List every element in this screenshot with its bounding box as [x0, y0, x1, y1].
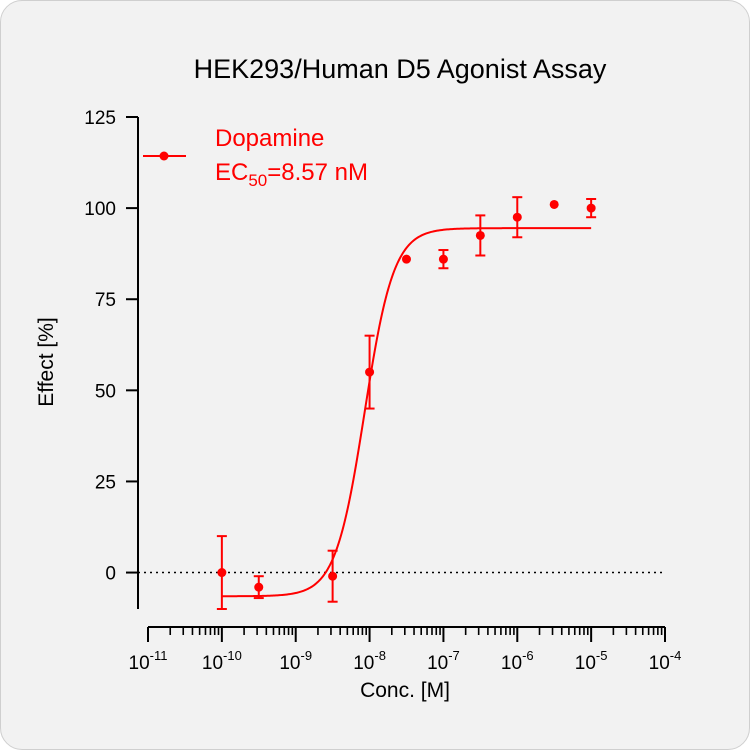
y-tick-label: 0 — [105, 564, 116, 585]
x-ticks: 10-11 10-10 10-9 10-8 10-7 10-6 10-5 10-4 — [129, 627, 682, 674]
x-tick-label: 10-6 — [501, 648, 534, 674]
point-marker — [365, 367, 375, 377]
point-marker — [586, 203, 596, 213]
x-tick-label: 10-9 — [279, 648, 312, 674]
x-axis-label: Conc. [M] — [360, 679, 450, 702]
data-point — [475, 214, 486, 257]
data-point — [401, 254, 411, 264]
legend-marker — [159, 151, 169, 161]
point-marker — [549, 199, 559, 209]
y-tick-label: 125 — [84, 108, 116, 129]
data-point — [253, 575, 264, 600]
y-tick-label: 50 — [95, 381, 116, 402]
point-marker — [401, 254, 411, 264]
fit-curve — [221, 227, 592, 598]
data-point — [586, 198, 597, 219]
data-point — [216, 535, 227, 610]
point-marker — [512, 212, 522, 222]
legend: Dopamine EC50=8.57 nM — [143, 125, 368, 190]
legend-series-name: Dopamine — [215, 125, 324, 152]
x-tick-label: 10-8 — [353, 648, 386, 674]
y-tick-label: 75 — [95, 290, 116, 311]
point-marker — [328, 571, 338, 581]
y-tick-label: 25 — [95, 472, 116, 493]
legend-ec-prefix: EC — [215, 159, 248, 186]
data-point — [549, 199, 559, 209]
data-point — [364, 334, 375, 410]
x-tick-label: 10-11 — [129, 648, 168, 674]
x-tick-label: 10-5 — [575, 648, 608, 674]
legend-ec50: EC50=8.57 nM — [215, 159, 368, 190]
data-point — [512, 196, 523, 239]
x-tick-label: 10-10 — [202, 648, 242, 674]
legend-ec-subscript: 50 — [248, 171, 267, 190]
data-point — [327, 549, 338, 603]
data-points — [216, 196, 597, 610]
y-ticks: 0 25 50 75 100 125 — [84, 108, 138, 585]
y-axis-label: Effect [%] — [35, 317, 58, 407]
y-tick-label: 100 — [84, 199, 116, 220]
point-marker — [217, 568, 227, 578]
point-marker — [254, 582, 264, 592]
data-point — [438, 249, 449, 270]
x-tick-label: 10-4 — [649, 648, 682, 674]
point-marker — [438, 254, 448, 264]
x-tick-label: 10-7 — [427, 648, 460, 674]
legend-ec-value: =8.57 nM — [267, 159, 368, 186]
chart-title: HEK293/Human D5 Agonist Assay — [194, 54, 607, 84]
point-marker — [475, 230, 485, 240]
